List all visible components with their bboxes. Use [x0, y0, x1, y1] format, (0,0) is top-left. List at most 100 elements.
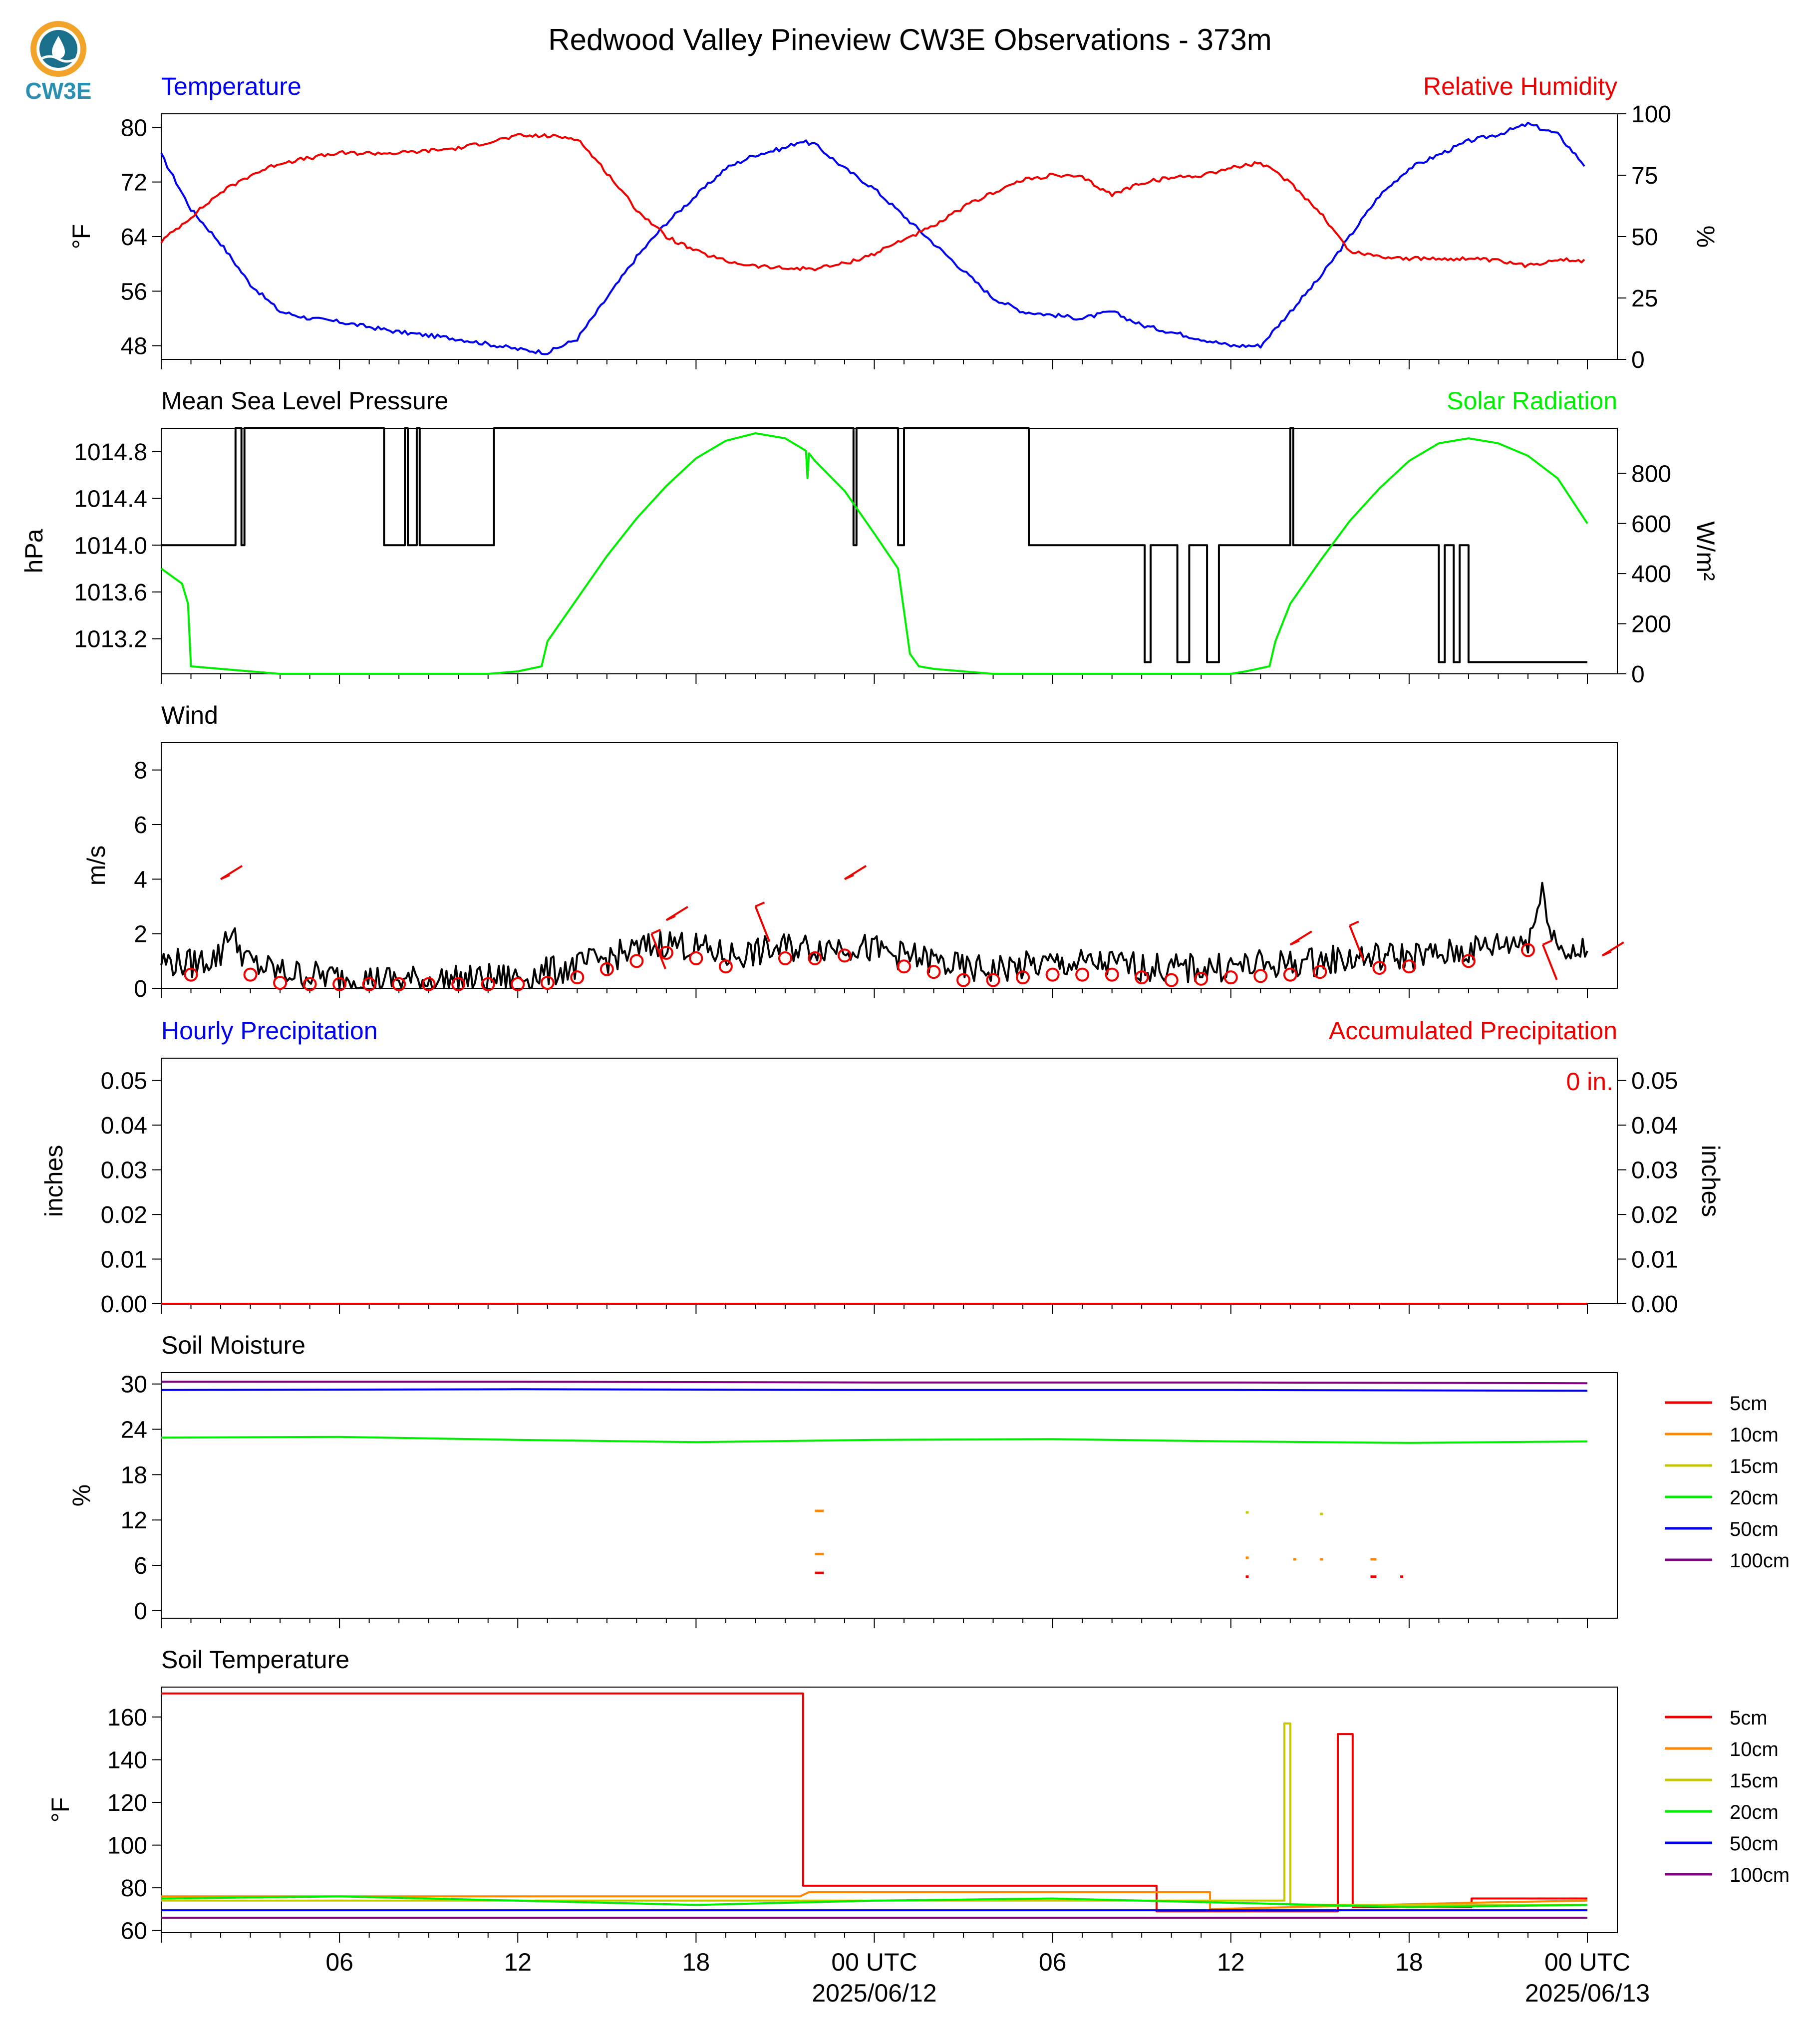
x-tick-label: 18	[682, 1948, 710, 1976]
y2-tick-label: 0.03	[1631, 1158, 1678, 1184]
calm-wind-circle	[1105, 967, 1119, 982]
solar-radiation-title: Solar Radiation	[1447, 387, 1617, 415]
calm-wind-circle	[540, 976, 555, 990]
y-tick-label: 0.00	[101, 1291, 147, 1318]
calm-wind-circle	[1135, 970, 1149, 985]
calm-wind-circle	[1045, 967, 1060, 982]
soil-moisture-y-label: %	[67, 1484, 95, 1506]
legend-label: 100cm	[1730, 1864, 1790, 1886]
calm-wind-circle	[1075, 967, 1090, 982]
calm-wind-circle	[1313, 965, 1327, 979]
x-tick-label: 00 UTC	[1544, 1948, 1630, 1976]
series-line-sm100	[161, 1381, 1588, 1385]
series-line-sm20	[161, 1436, 1588, 1444]
y-tick-label: 100	[107, 1833, 147, 1859]
logo-drop-icon	[52, 36, 65, 59]
calm-wind-circle	[718, 959, 733, 974]
wind-y-label: m/s	[82, 846, 110, 886]
panel-wind: Wind 0 2 4 6 8 m/s	[82, 701, 1624, 1002]
y-tick-label: 48	[121, 333, 147, 360]
legend-label: 15cm	[1730, 1455, 1779, 1477]
calm-wind-circle	[1253, 969, 1268, 983]
hourly-precip-title: Hourly Precipitation	[161, 1017, 378, 1045]
calm-wind-circle	[1283, 967, 1297, 982]
calm-wind-circle	[629, 954, 644, 968]
y-tick-label: 140	[107, 1747, 147, 1773]
panel-pressure-solar: Mean Sea Level Pressure Solar Radiation …	[20, 387, 1720, 688]
calm-wind-circle	[1461, 954, 1476, 968]
series-line-temp	[160, 121, 1585, 355]
y-tick-label: 72	[121, 170, 147, 196]
y2-tick-label: 0.05	[1631, 1068, 1678, 1095]
y-tick-label: 1013.6	[74, 579, 147, 606]
logo-wave-icon	[40, 55, 77, 63]
wind-barb-flag	[1542, 939, 1552, 946]
calm-wind-circle	[481, 977, 495, 991]
legend-label: 100cm	[1730, 1550, 1790, 1572]
cw3e-logo: CW3E	[25, 21, 91, 104]
series-line-wind	[160, 881, 1588, 989]
y-tick-label: 6	[134, 1553, 147, 1579]
y-tick-label: 2	[134, 921, 147, 948]
calm-wind-circle	[1520, 943, 1535, 957]
x-tick-label: 12	[1217, 1948, 1245, 1976]
y-tick-label: 1014.8	[74, 439, 147, 466]
wind-barb-flag	[844, 874, 854, 880]
wind-barb-flag	[651, 928, 661, 935]
y-tick-label: 12	[121, 1507, 147, 1534]
calm-wind-circle	[184, 967, 198, 982]
figure-title: Redwood Valley Pineview CW3E Observation…	[548, 23, 1272, 56]
legend-label: 20cm	[1730, 1487, 1779, 1509]
soil-temperature-legend: 5cm 10cm 15cm 20cm 50cm 100cm	[1665, 1707, 1790, 1886]
y2-tick-label: 0.04	[1631, 1113, 1678, 1139]
y2-tick-label: 50	[1631, 224, 1658, 251]
soil-moisture-title: Soil Moisture	[161, 1331, 305, 1359]
legend-label: 50cm	[1730, 1518, 1779, 1540]
y-tick-label: 4	[134, 867, 147, 893]
legend-label: 5cm	[1730, 1393, 1768, 1415]
y2-tick-label: 800	[1631, 461, 1671, 487]
calm-wind-circle	[1223, 970, 1238, 985]
accum-precip-title: Accumulated Precipitation	[1329, 1017, 1617, 1045]
series-line-rh	[160, 133, 1585, 272]
soil-moisture-plot-frame	[161, 1372, 1618, 1619]
series-line-st10	[161, 1891, 1588, 1910]
soil-temperature-title: Soil Temperature	[161, 1646, 349, 1674]
y-tick-label: 160	[107, 1705, 147, 1731]
y-tick-label: 1014.4	[74, 486, 147, 513]
calm-wind-circle	[600, 962, 614, 976]
pressure-title: Mean Sea Level Pressure	[161, 387, 448, 415]
calm-wind-circle	[1402, 959, 1416, 974]
hourly-precip-y-label: inches	[40, 1145, 68, 1217]
panel-temperature-humidity: Temperature Relative Humidity 48 56 64 72 80…	[67, 72, 1720, 373]
wind-barb	[1348, 925, 1365, 961]
x-tick-label: 12	[504, 1948, 532, 1976]
y-tick-label: 64	[121, 224, 147, 251]
wind-barb-flag	[1601, 950, 1612, 957]
solar-y-label: W/m²	[1692, 521, 1720, 580]
y2-tick-label: 0	[1631, 661, 1645, 688]
calm-wind-circle	[1016, 970, 1030, 985]
calm-wind-circle	[926, 965, 941, 979]
pressure-y-label: hPa	[20, 529, 48, 573]
calm-wind-circle	[1372, 961, 1387, 975]
x-date-label: 2025/06/13	[1525, 1979, 1650, 2007]
x-date-label: 2025/06/12	[812, 1979, 936, 2007]
calm-wind-circle	[570, 970, 585, 985]
y2-tick-label: 0	[1631, 347, 1645, 373]
x-tick-label: 00 UTC	[831, 1948, 917, 1976]
calm-wind-circle	[392, 977, 406, 991]
y2-tick-label: 0.01	[1631, 1247, 1678, 1273]
y2-tick-label: 75	[1631, 163, 1658, 189]
y-tick-label: 0.04	[101, 1113, 147, 1139]
wind-barb-flag	[666, 915, 676, 921]
y-tick-label: 80	[121, 115, 147, 141]
calm-wind-circle	[273, 976, 288, 990]
y-tick-label: 0.02	[101, 1202, 147, 1228]
calm-wind-circle	[778, 951, 792, 965]
y-tick-label: 24	[121, 1417, 147, 1444]
wind-barb	[1541, 944, 1558, 980]
calm-wind-circle	[986, 973, 1000, 987]
